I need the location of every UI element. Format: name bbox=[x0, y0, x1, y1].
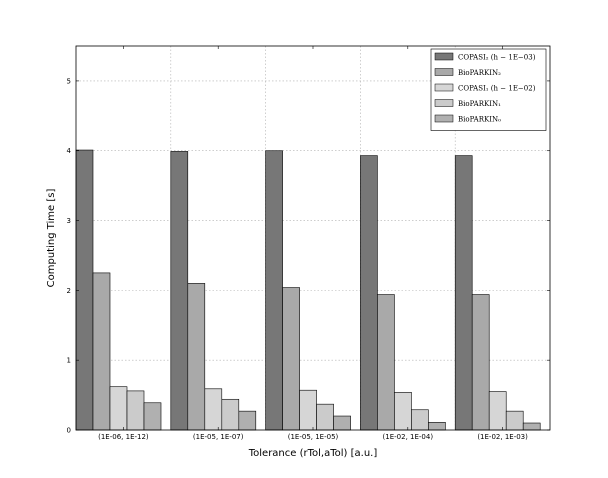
x-axis: (1E-06, 1E-12) (1E-05, 1E-07) (1E-05, 1E-0… bbox=[98, 46, 528, 441]
bar bbox=[471, 294, 490, 431]
bar bbox=[333, 415, 351, 431]
bar bbox=[377, 294, 395, 431]
legend-label: BioPARKIN₁ bbox=[458, 100, 501, 108]
y-tick-label: 1 bbox=[67, 357, 71, 365]
bar bbox=[265, 150, 283, 431]
legend-swatch bbox=[434, 52, 454, 61]
legend-label: BioPARKIN₂ bbox=[458, 69, 501, 77]
y-axis: 0 1 2 3 4 5 bbox=[67, 77, 550, 435]
y-axis-label: Computing Time [s] bbox=[46, 189, 57, 288]
bar bbox=[411, 409, 429, 431]
legend-swatch bbox=[434, 83, 454, 92]
legend-swatch bbox=[434, 68, 454, 76]
bar bbox=[75, 149, 94, 431]
bar bbox=[454, 155, 473, 431]
x-tick-label: (1E-06, 1E-12) bbox=[98, 433, 149, 441]
bar bbox=[204, 388, 223, 431]
bar bbox=[282, 287, 300, 431]
x-tick-label: (1E-05, 1E-05) bbox=[288, 433, 339, 441]
bar bbox=[238, 410, 257, 431]
bar bbox=[126, 390, 145, 431]
legend-label: COPASI₁ (h − 1E−02) bbox=[458, 85, 536, 93]
bars bbox=[75, 149, 541, 431]
bar bbox=[428, 422, 446, 431]
legend-swatch bbox=[434, 114, 454, 123]
bar bbox=[92, 272, 111, 431]
legend-label: COPASI₂ (h − 1E−03) bbox=[458, 54, 536, 62]
y-tick-label: 5 bbox=[67, 77, 71, 85]
legend-label: BioPARKIN₀ bbox=[458, 116, 501, 124]
bar bbox=[299, 389, 317, 431]
bar bbox=[187, 283, 206, 431]
bar bbox=[170, 151, 189, 431]
bar bbox=[505, 410, 524, 431]
legend: COPASI₂ (h − 1E−03) BioPARKIN₂ COPASI₁ (h … bbox=[430, 48, 547, 131]
y-tick-label: 3 bbox=[67, 217, 71, 225]
y-tick-label: 0 bbox=[67, 427, 71, 435]
x-tick-label: (1E-02, 1E-03) bbox=[477, 433, 528, 441]
y-tick-label: 2 bbox=[67, 287, 71, 295]
x-tick-label: (1E-02, 1E-04) bbox=[383, 433, 434, 441]
bar bbox=[522, 422, 541, 431]
bar bbox=[394, 391, 412, 431]
bar bbox=[221, 398, 240, 431]
x-tick-label: (1E-05, 1E-07) bbox=[193, 433, 244, 441]
bar bbox=[488, 391, 507, 431]
legend-swatch bbox=[434, 99, 454, 107]
bar bbox=[143, 402, 162, 431]
x-axis-label: Tolerance (rTol,aTol) [a.u.] bbox=[248, 448, 378, 459]
bar bbox=[316, 403, 334, 431]
bar bbox=[109, 386, 128, 431]
bar bbox=[360, 155, 378, 431]
y-tick-label: 4 bbox=[67, 147, 72, 155]
